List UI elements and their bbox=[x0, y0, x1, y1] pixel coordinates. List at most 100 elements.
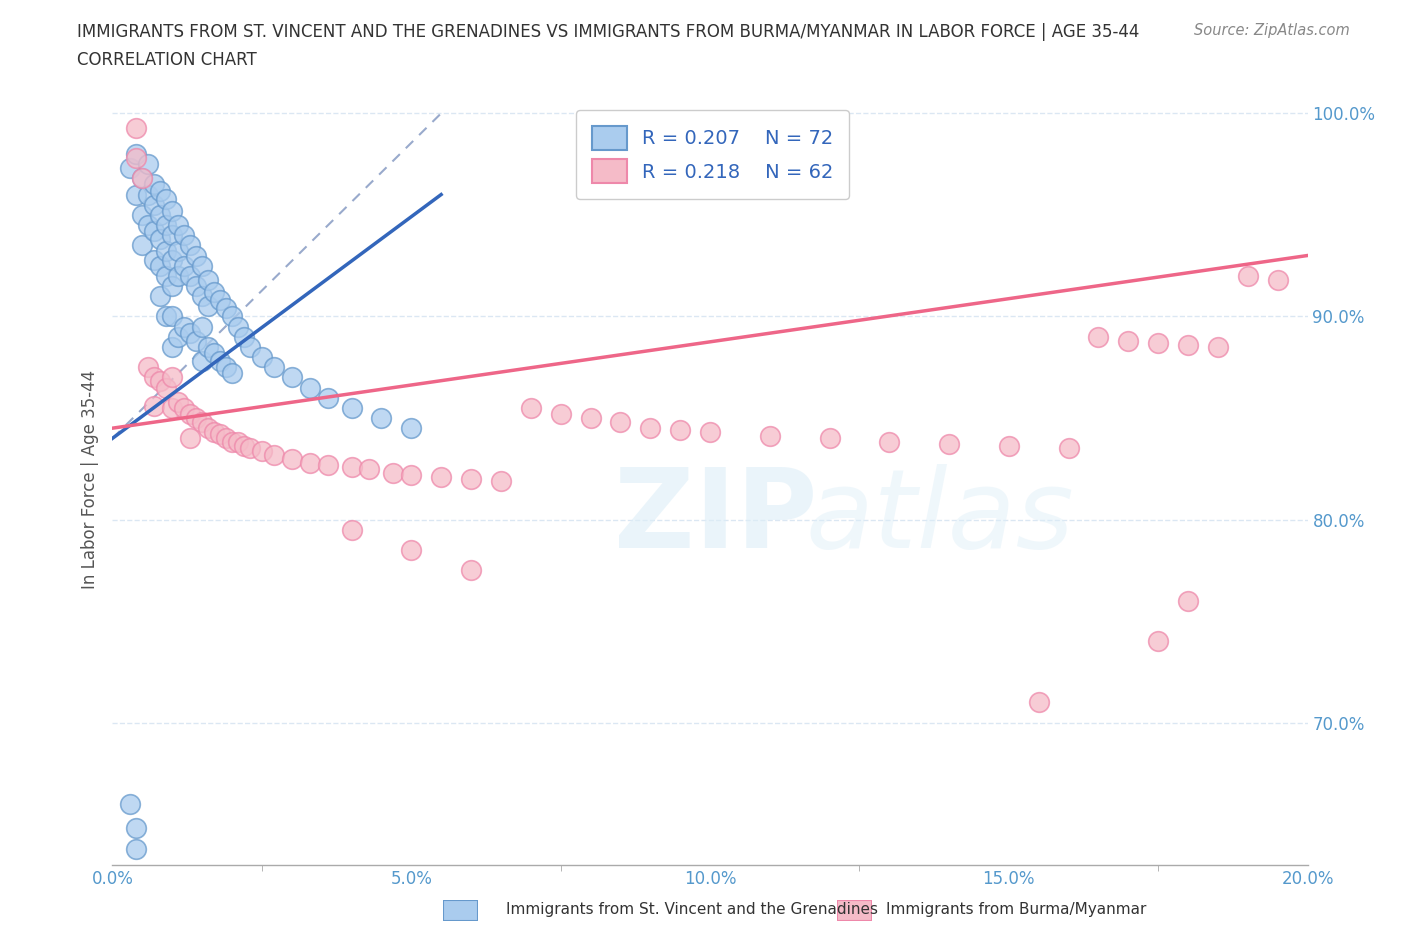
Text: atlas: atlas bbox=[806, 464, 1074, 571]
Point bbox=[167, 329, 190, 344]
Point bbox=[239, 339, 262, 354]
Point bbox=[370, 410, 392, 425]
Point bbox=[179, 326, 201, 340]
Point bbox=[1028, 695, 1050, 710]
Point bbox=[215, 431, 238, 445]
Point bbox=[460, 472, 482, 486]
Point bbox=[1267, 272, 1289, 287]
Text: Immigrants from Burma/Myanmar: Immigrants from Burma/Myanmar bbox=[886, 902, 1146, 917]
Point bbox=[430, 470, 453, 485]
Point bbox=[143, 224, 166, 239]
Point bbox=[125, 147, 148, 162]
Point bbox=[155, 244, 177, 259]
Point bbox=[125, 842, 148, 857]
Point bbox=[239, 441, 262, 456]
Point bbox=[191, 415, 214, 430]
Point bbox=[202, 425, 225, 440]
Point bbox=[209, 293, 232, 308]
Point bbox=[186, 410, 208, 425]
Point bbox=[197, 420, 219, 435]
Point bbox=[125, 120, 148, 135]
Point bbox=[520, 401, 543, 416]
Point bbox=[162, 339, 183, 354]
Point bbox=[125, 187, 148, 202]
Point bbox=[340, 401, 363, 416]
Text: ZIP: ZIP bbox=[614, 464, 818, 571]
Point bbox=[215, 301, 238, 316]
Text: IMMIGRANTS FROM ST. VINCENT AND THE GRENADINES VS IMMIGRANTS FROM BURMA/MYANMAR : IMMIGRANTS FROM ST. VINCENT AND THE GREN… bbox=[77, 23, 1140, 41]
Point bbox=[149, 259, 172, 273]
Point bbox=[155, 192, 177, 206]
Point bbox=[298, 380, 321, 395]
Point bbox=[191, 353, 214, 368]
Legend: R = 0.207    N = 72, R = 0.218    N = 62: R = 0.207 N = 72, R = 0.218 N = 62 bbox=[576, 111, 849, 199]
Point bbox=[340, 523, 363, 538]
Point bbox=[143, 398, 166, 413]
Point bbox=[155, 269, 177, 284]
Point bbox=[125, 821, 148, 836]
Point bbox=[699, 425, 721, 440]
Point bbox=[186, 333, 208, 348]
Point bbox=[138, 187, 160, 202]
Point bbox=[221, 435, 243, 450]
Point bbox=[197, 272, 219, 287]
Point bbox=[401, 468, 423, 483]
Point bbox=[149, 207, 172, 222]
Point bbox=[167, 394, 190, 409]
Point bbox=[138, 218, 160, 232]
Point bbox=[149, 374, 172, 389]
Point bbox=[818, 431, 841, 445]
Point bbox=[197, 339, 219, 354]
Point bbox=[131, 207, 153, 222]
Point bbox=[226, 319, 249, 334]
Point bbox=[191, 288, 214, 303]
Point bbox=[167, 218, 190, 232]
Text: Immigrants from St. Vincent and the Grenadines: Immigrants from St. Vincent and the Gren… bbox=[506, 902, 879, 917]
Point bbox=[1147, 634, 1170, 649]
Point bbox=[609, 415, 631, 430]
Point bbox=[550, 406, 572, 421]
Point bbox=[281, 451, 304, 466]
Point bbox=[162, 401, 183, 416]
Point bbox=[226, 435, 249, 450]
Point bbox=[221, 309, 243, 324]
Point bbox=[173, 319, 195, 334]
Point bbox=[1237, 269, 1260, 284]
Point bbox=[162, 252, 183, 267]
Point bbox=[263, 447, 285, 462]
Point bbox=[186, 278, 208, 293]
Point bbox=[179, 269, 201, 284]
Point bbox=[221, 365, 243, 380]
Point bbox=[669, 423, 692, 438]
Point bbox=[1177, 338, 1199, 352]
Point bbox=[167, 244, 190, 259]
Point bbox=[1177, 593, 1199, 608]
Point bbox=[149, 232, 172, 246]
Point bbox=[138, 156, 160, 171]
Point bbox=[120, 796, 142, 811]
Point bbox=[233, 329, 256, 344]
Point bbox=[179, 238, 201, 253]
Point bbox=[382, 465, 405, 480]
Point bbox=[162, 228, 183, 243]
Point bbox=[579, 410, 602, 425]
Point bbox=[281, 370, 304, 385]
Point bbox=[131, 171, 153, 186]
Point bbox=[197, 299, 219, 313]
Point bbox=[186, 248, 208, 263]
Point bbox=[209, 427, 232, 442]
Point bbox=[460, 563, 482, 578]
Point bbox=[298, 456, 321, 471]
Point bbox=[179, 431, 201, 445]
Point bbox=[759, 429, 782, 444]
Point bbox=[250, 350, 273, 365]
Point bbox=[998, 439, 1021, 454]
Point bbox=[131, 238, 153, 253]
Point bbox=[155, 218, 177, 232]
Point bbox=[1206, 339, 1229, 354]
Point bbox=[489, 473, 512, 488]
Y-axis label: In Labor Force | Age 35-44: In Labor Force | Age 35-44 bbox=[80, 369, 98, 589]
Point bbox=[173, 259, 195, 273]
Point bbox=[191, 319, 214, 334]
Point bbox=[233, 439, 256, 454]
